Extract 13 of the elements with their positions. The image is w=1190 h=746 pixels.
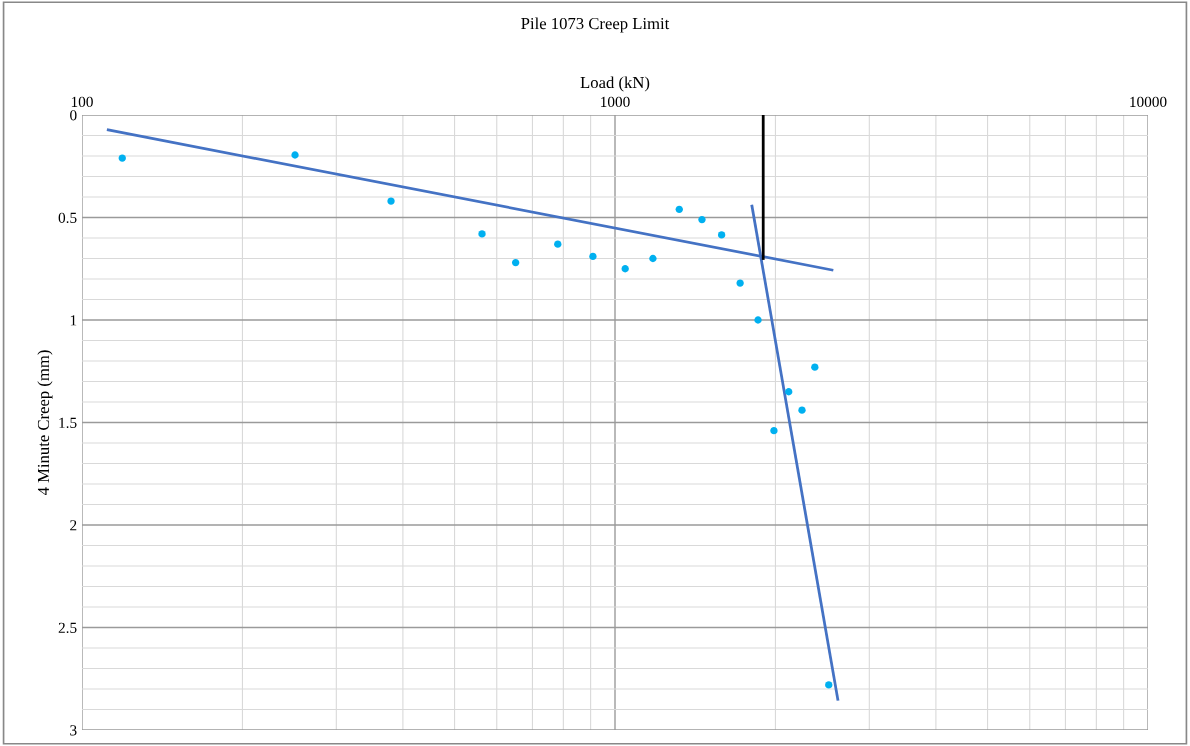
x-tick-label: 100 (71, 96, 93, 108)
y-tick-label: 3 (70, 725, 77, 736)
x-tick-label: 1000 (601, 96, 630, 108)
y-tick-label: 1 (70, 315, 77, 326)
y-tick-label: 0.5 (58, 212, 77, 224)
y-tick-label: 1.5 (59, 417, 77, 429)
chart-title: Pile 1073 Creep Limit (521, 17, 670, 33)
y-axis-title: 4 Minute Creep (mm) (37, 350, 53, 496)
y-tick-label: 2 (70, 520, 77, 531)
x-tick-label: 10000 (1130, 96, 1167, 108)
x-axis-title: Load (kN) (580, 76, 650, 92)
y-tick-label: 0 (70, 110, 77, 121)
y-tick-label: 2.5 (58, 622, 77, 634)
